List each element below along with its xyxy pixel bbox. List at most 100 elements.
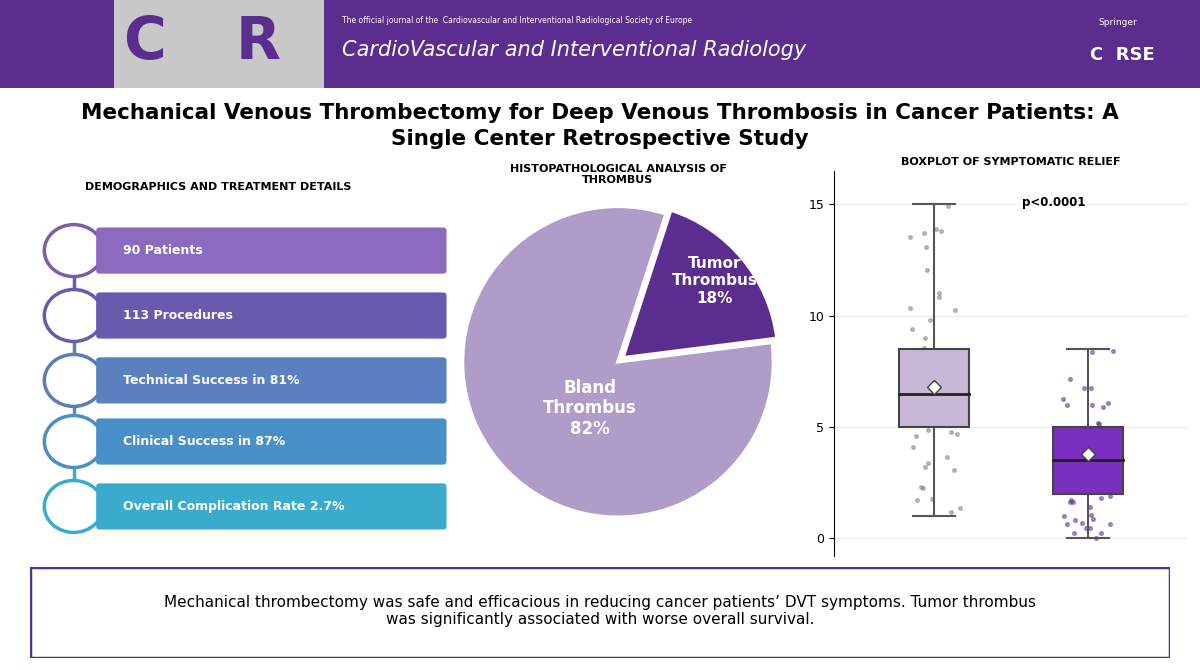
Point xyxy=(917,401,936,412)
FancyBboxPatch shape xyxy=(96,228,446,273)
Point xyxy=(900,303,919,314)
Point xyxy=(934,393,953,404)
Point xyxy=(1098,437,1117,448)
Text: Technical Success in 81%: Technical Success in 81% xyxy=(124,374,300,387)
Point xyxy=(941,383,960,394)
Point xyxy=(1072,452,1091,463)
Point xyxy=(1058,435,1078,446)
Text: CardioVascular and Interventional Radiology: CardioVascular and Interventional Radiol… xyxy=(342,40,806,60)
Point xyxy=(1081,457,1100,468)
Point xyxy=(1054,438,1073,449)
Point xyxy=(934,420,953,431)
Point xyxy=(1080,502,1099,513)
Point xyxy=(1093,427,1112,438)
Point xyxy=(926,412,946,423)
Point xyxy=(913,381,932,391)
Text: Clinical Success in 87%: Clinical Success in 87% xyxy=(124,435,286,448)
Text: C: C xyxy=(124,14,167,71)
Point xyxy=(901,369,920,379)
Point xyxy=(1090,472,1109,482)
Point xyxy=(1079,481,1098,492)
Point xyxy=(910,409,929,420)
Point xyxy=(930,287,949,298)
Point xyxy=(1088,417,1108,428)
Point xyxy=(942,414,961,425)
Point xyxy=(925,381,944,392)
Wedge shape xyxy=(462,206,774,517)
Point xyxy=(899,356,918,367)
Point xyxy=(913,483,932,494)
Point xyxy=(917,265,936,276)
Point xyxy=(1055,446,1074,457)
FancyBboxPatch shape xyxy=(96,419,446,464)
Bar xyxy=(1054,427,1122,494)
Point xyxy=(918,458,937,468)
Point xyxy=(1098,429,1117,440)
Point xyxy=(938,354,958,364)
Point xyxy=(932,375,952,386)
Point xyxy=(1104,451,1123,462)
Point xyxy=(1068,469,1087,480)
Circle shape xyxy=(44,354,103,407)
Bar xyxy=(114,0,324,88)
Point xyxy=(1057,400,1076,411)
Point xyxy=(948,429,967,440)
Point xyxy=(1072,518,1091,529)
Point xyxy=(902,366,922,377)
Text: DEMOGRAPHICS AND TREATMENT DETAILS: DEMOGRAPHICS AND TREATMENT DETAILS xyxy=(85,182,352,192)
Point xyxy=(926,374,946,385)
Point xyxy=(1100,519,1120,529)
Point xyxy=(1061,434,1080,445)
Point xyxy=(1081,383,1100,393)
Point xyxy=(950,502,970,513)
Circle shape xyxy=(44,415,103,468)
Point xyxy=(1070,430,1090,441)
Point xyxy=(1064,527,1084,538)
Point xyxy=(943,350,962,361)
Point xyxy=(1090,419,1109,429)
Point xyxy=(1078,480,1097,491)
Point xyxy=(946,304,965,315)
Point xyxy=(904,442,923,452)
Point xyxy=(941,407,960,418)
Point xyxy=(944,464,964,475)
Point xyxy=(1084,466,1103,477)
Point xyxy=(1082,399,1102,410)
Point xyxy=(1062,476,1081,486)
Text: HISTOPATHOLOGICAL ANALYSIS OF
THROMBUS: HISTOPATHOLOGICAL ANALYSIS OF THROMBUS xyxy=(510,163,726,185)
Point xyxy=(931,387,950,398)
Text: Bland
Thrombus
82%: Bland Thrombus 82% xyxy=(544,379,637,438)
Point xyxy=(1087,426,1106,437)
Text: Mechanical thrombectomy was safe and efficacious in reducing cancer patients’ DV: Mechanical thrombectomy was safe and eff… xyxy=(164,595,1036,627)
Text: R: R xyxy=(235,14,281,71)
Point xyxy=(1057,519,1076,529)
Point xyxy=(1068,440,1087,450)
Point xyxy=(1082,486,1102,497)
Point xyxy=(914,348,934,358)
Point xyxy=(1074,480,1093,491)
FancyBboxPatch shape xyxy=(30,567,1170,658)
Point xyxy=(930,418,949,429)
Point xyxy=(1082,461,1102,472)
Point xyxy=(1060,374,1079,385)
Point xyxy=(1097,446,1116,456)
Point xyxy=(922,493,941,504)
Point xyxy=(941,375,960,385)
Point xyxy=(948,346,967,356)
Point xyxy=(1080,523,1099,534)
Point xyxy=(1076,523,1096,533)
Point xyxy=(908,419,928,429)
Point xyxy=(936,399,955,409)
Point xyxy=(916,333,935,344)
Point xyxy=(1078,456,1097,466)
Point xyxy=(904,346,923,357)
Point xyxy=(899,348,918,358)
Point xyxy=(917,241,936,252)
Point xyxy=(905,398,924,409)
Point xyxy=(918,399,937,409)
Point xyxy=(947,388,966,399)
Point xyxy=(902,323,922,334)
Point xyxy=(925,405,944,416)
Point xyxy=(914,228,934,239)
Point xyxy=(1092,493,1111,504)
